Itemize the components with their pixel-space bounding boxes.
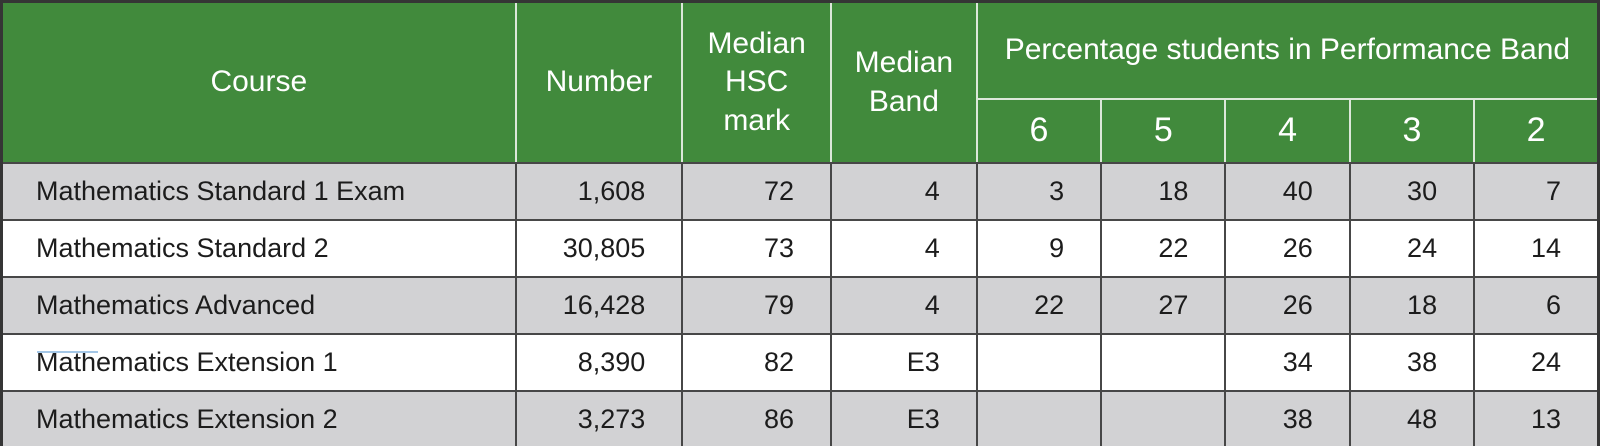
band-6-cell: 22	[975, 276, 1103, 335]
band-3-cell: 30	[1348, 162, 1476, 221]
course-cell: Mathematics Extension 2	[0, 390, 517, 446]
header-band-4: 4	[1224, 98, 1351, 164]
band-2-cell: 6	[1473, 276, 1600, 335]
number-cell: 16,428	[514, 276, 684, 335]
course-cell: Mathematics Standard 2	[0, 219, 517, 278]
band-4-cell: 40	[1224, 162, 1351, 221]
band-2-cell: 13	[1473, 390, 1600, 446]
header-performance-band-group: Percentage students in Performance Band	[975, 0, 1600, 100]
number-cell: 3,273	[514, 390, 684, 446]
table-row: Mathematics Advanced 16,428 79 4 22 27 2…	[0, 276, 1600, 335]
band-5-cell: 27	[1100, 276, 1227, 335]
band-2-cell: 7	[1473, 162, 1600, 221]
median-hsc-mark-cell: 86	[681, 390, 832, 446]
median-hsc-mark-cell: 79	[681, 276, 832, 335]
median-hsc-mark-cell: 82	[681, 333, 832, 392]
band-5-cell: 18	[1100, 162, 1227, 221]
band-2-cell: 24	[1473, 333, 1600, 392]
table-row: Mathematics Extension 2 3,273 86 E3 38 4…	[0, 390, 1600, 446]
band-3-cell: 24	[1348, 219, 1476, 278]
band-6-cell: 9	[975, 219, 1103, 278]
header-median-hsc-mark: Median HSC mark	[681, 0, 832, 164]
number-cell: 30,805	[514, 219, 684, 278]
header-band-5: 5	[1100, 98, 1227, 164]
hyperlink-underline-artifact	[37, 351, 98, 353]
median-band-cell: E3	[829, 333, 978, 392]
band-2-cell: 14	[1473, 219, 1600, 278]
median-band-cell: E3	[829, 390, 978, 446]
table-body: Mathematics Standard 1 Exam 1,608 72 4 3…	[0, 162, 1600, 446]
band-3-cell: 18	[1348, 276, 1476, 335]
number-cell: 1,608	[514, 162, 684, 221]
table-row: Mathematics Extension 1 8,390 82 E3 34 3…	[0, 333, 1600, 392]
table-header: Course Number Median HSC mark Median Ban…	[0, 0, 1600, 164]
course-cell: Mathematics Standard 1 Exam	[0, 162, 517, 221]
band-3-cell: 38	[1348, 333, 1476, 392]
band-6-cell	[975, 333, 1103, 392]
course-cell: Mathematics Advanced	[0, 276, 517, 335]
header-median-band: Median Band	[829, 0, 978, 164]
median-hsc-mark-cell: 72	[681, 162, 832, 221]
band-3-cell: 48	[1348, 390, 1476, 446]
band-6-cell: 3	[975, 162, 1103, 221]
table-row: Mathematics Standard 2 30,805 73 4 9 22 …	[0, 219, 1600, 278]
median-band-cell: 4	[829, 219, 978, 278]
band-4-cell: 26	[1224, 276, 1351, 335]
number-cell: 8,390	[514, 333, 684, 392]
band-4-cell: 38	[1224, 390, 1351, 446]
median-band-cell: 4	[829, 276, 978, 335]
median-hsc-mark-cell: 73	[681, 219, 832, 278]
band-4-cell: 34	[1224, 333, 1351, 392]
median-band-cell: 4	[829, 162, 978, 221]
band-5-cell	[1100, 333, 1227, 392]
header-band-6: 6	[975, 98, 1103, 164]
band-5-cell: 22	[1100, 219, 1227, 278]
header-number: Number	[514, 0, 684, 164]
band-6-cell	[975, 390, 1103, 446]
header-course: Course	[0, 0, 517, 164]
header-band-2: 2	[1473, 98, 1600, 164]
course-cell: Mathematics Extension 1	[0, 333, 517, 392]
table-row: Mathematics Standard 1 Exam 1,608 72 4 3…	[0, 162, 1600, 221]
band-5-cell	[1100, 390, 1227, 446]
band-4-cell: 26	[1224, 219, 1351, 278]
header-band-3: 3	[1348, 98, 1476, 164]
